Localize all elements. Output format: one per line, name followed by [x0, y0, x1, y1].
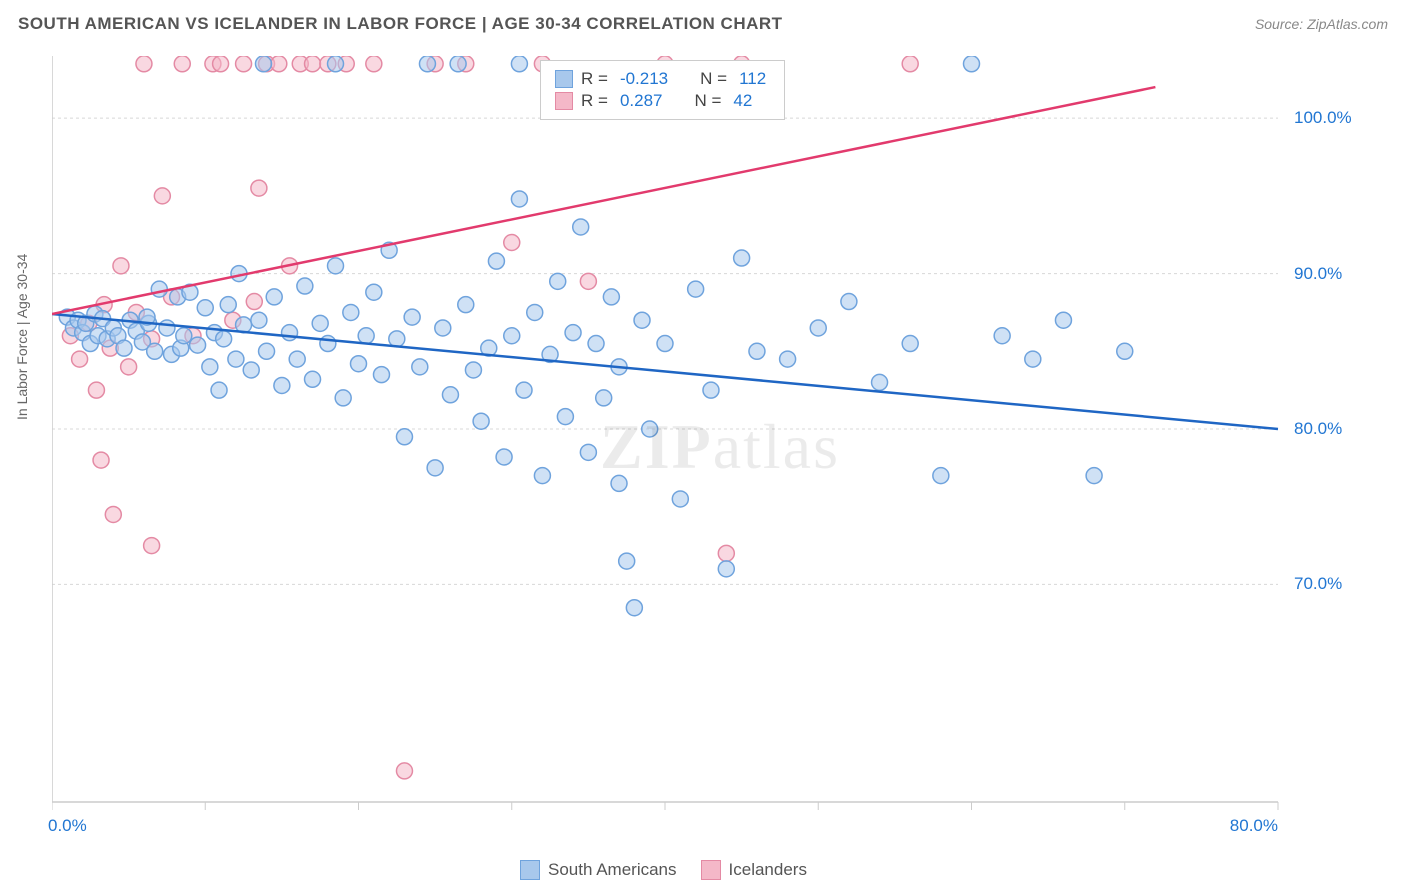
legend-item: South Americans [520, 860, 677, 880]
stats-swatch-icon [555, 70, 573, 88]
correlation-stats-box: R = -0.213 N = 112 R = 0.287 N = 42 [540, 60, 785, 120]
legend-swatch-icon [520, 860, 540, 880]
chart-legend: South Americans Icelanders [520, 860, 807, 880]
legend-swatch-icon [701, 860, 721, 880]
y-axis-tick-label: 90.0% [1294, 264, 1342, 284]
x-axis-tick-label: 0.0% [48, 816, 87, 836]
stats-swatch-icon [555, 92, 573, 110]
stats-row: R = 0.287 N = 42 [555, 91, 770, 111]
y-axis-tick-label: 80.0% [1294, 419, 1342, 439]
stats-r-label: R = [581, 91, 608, 111]
chart-area [52, 56, 1332, 816]
y-axis-tick-label: 70.0% [1294, 574, 1342, 594]
stats-row: R = -0.213 N = 112 [555, 69, 770, 89]
scatter-chart [52, 56, 1332, 816]
stats-n-label: N = [694, 91, 721, 111]
y-axis-title: In Labor Force | Age 30-34 [14, 254, 30, 420]
chart-header: SOUTH AMERICAN VS ICELANDER IN LABOR FOR… [18, 14, 1388, 34]
stats-n-value: 112 [739, 69, 766, 89]
legend-label: Icelanders [729, 860, 807, 880]
stats-n-label: N = [700, 69, 727, 89]
legend-label: South Americans [548, 860, 677, 880]
chart-title: SOUTH AMERICAN VS ICELANDER IN LABOR FOR… [18, 14, 783, 34]
x-axis-tick-label: 80.0% [1230, 816, 1278, 836]
legend-item: Icelanders [701, 860, 807, 880]
chart-source: Source: ZipAtlas.com [1255, 16, 1388, 32]
y-axis-tick-label: 100.0% [1294, 108, 1352, 128]
stats-r-label: R = [581, 69, 608, 89]
stats-n-value: 42 [733, 91, 752, 111]
stats-r-value: 0.287 [620, 91, 663, 111]
stats-r-value: -0.213 [620, 69, 668, 89]
